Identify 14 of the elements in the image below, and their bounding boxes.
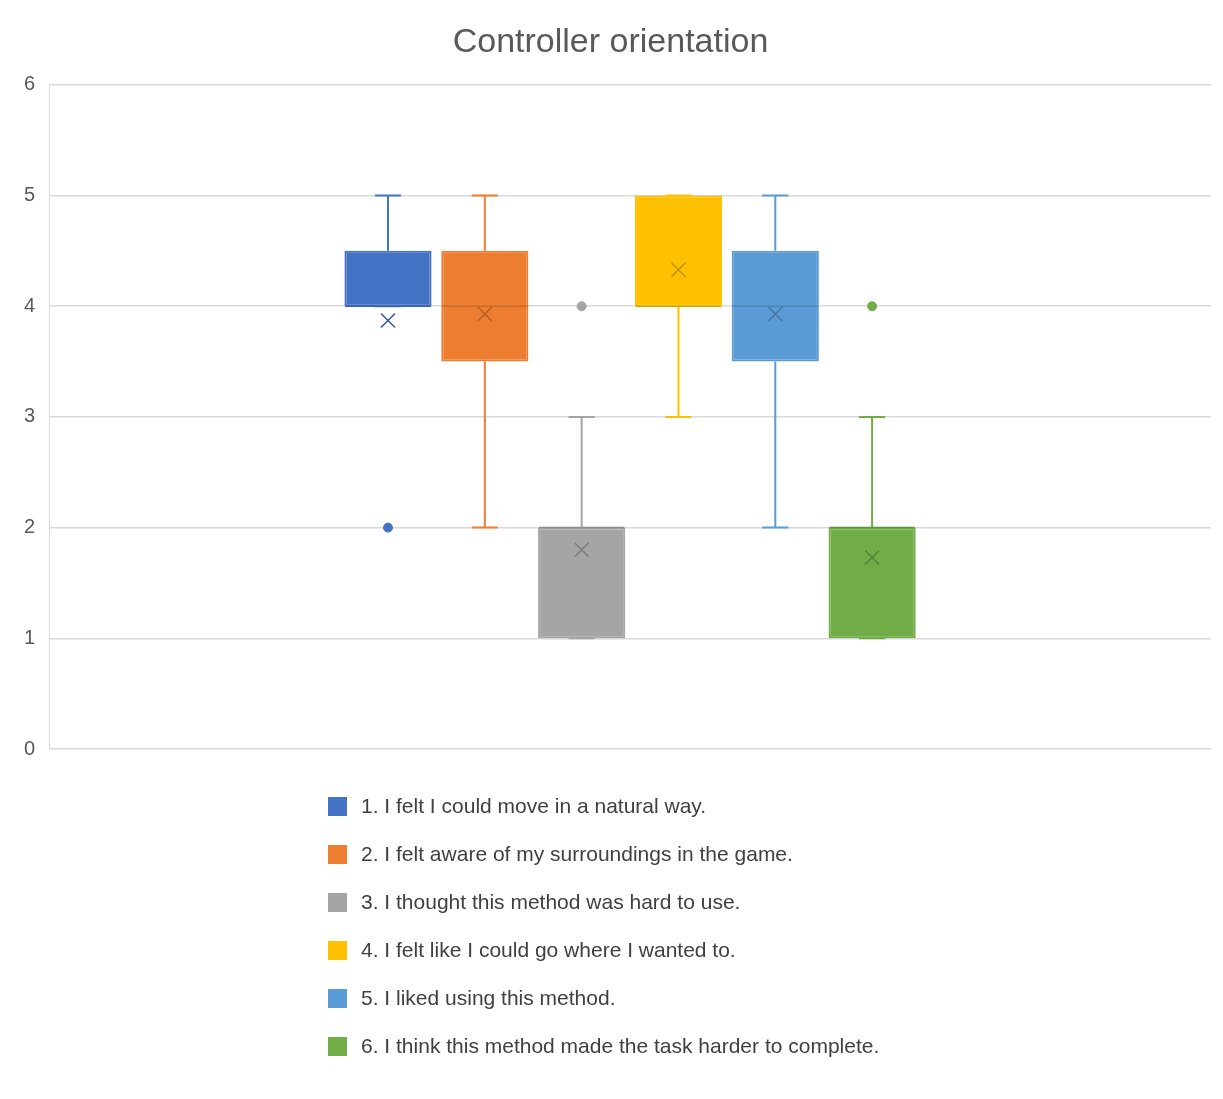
legend-label: 5. I liked using this method. [361,985,616,1009]
y-tick-label: 3 [24,404,36,427]
legend-label: 2. I felt aware of my surroundings in the game. [361,841,793,865]
legend-label: 3. I thought this method was hard to use. [361,889,741,913]
y-tick-label: 1 [24,625,36,648]
chart-title: Controller orientation [452,20,769,59]
y-tick-label: 5 [24,183,36,206]
y-tick-label: 2 [24,515,36,538]
legend-label: 6. I think this method made the task harder to complete. [361,1033,880,1057]
y-tick-label: 4 [24,293,36,316]
y-tick-label: 6 [24,72,36,95]
legend-label: 1. I felt I could move in a natural way. [361,793,707,817]
y-tick-label: 0 [24,736,36,759]
legend-label: 4. I felt like I could go where I wanted to. [361,937,736,961]
